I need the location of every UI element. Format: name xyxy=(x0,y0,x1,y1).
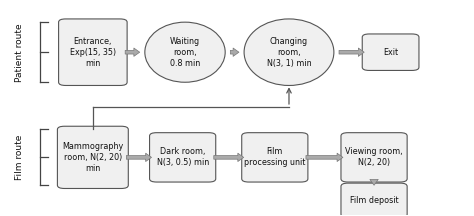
FancyBboxPatch shape xyxy=(59,19,127,86)
Text: Film
processing unit: Film processing unit xyxy=(244,147,306,167)
Ellipse shape xyxy=(145,22,225,82)
FancyBboxPatch shape xyxy=(341,133,407,182)
Text: Film route: Film route xyxy=(15,135,24,180)
Text: Mammography
room, N(2, 20)
min: Mammography room, N(2, 20) min xyxy=(62,142,124,173)
Text: Entrance,
Exp(15, 35)
min: Entrance, Exp(15, 35) min xyxy=(70,37,116,68)
FancyBboxPatch shape xyxy=(341,183,407,216)
Text: Viewing room,
N(2, 20): Viewing room, N(2, 20) xyxy=(345,147,403,167)
Ellipse shape xyxy=(244,19,334,86)
Text: Patient route: Patient route xyxy=(15,23,24,81)
Text: Exit: Exit xyxy=(383,48,398,57)
Text: Dark room,
N(3, 0.5) min: Dark room, N(3, 0.5) min xyxy=(156,147,209,167)
Text: Changing
room,
N(3, 1) min: Changing room, N(3, 1) min xyxy=(267,37,311,68)
Text: Waiting
room,
0.8 min: Waiting room, 0.8 min xyxy=(170,37,200,68)
Text: Film deposit: Film deposit xyxy=(350,196,398,205)
FancyBboxPatch shape xyxy=(242,133,308,182)
FancyBboxPatch shape xyxy=(362,34,419,70)
FancyBboxPatch shape xyxy=(57,126,128,189)
FancyBboxPatch shape xyxy=(150,133,216,182)
